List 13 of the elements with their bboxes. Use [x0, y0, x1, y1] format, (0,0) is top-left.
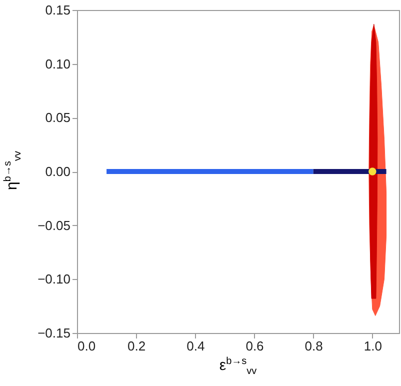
y-tick-label: −0.05: [38, 218, 70, 233]
x-tick-label: 1.0: [364, 338, 382, 354]
y-tick-label: 0.00: [45, 164, 70, 179]
x-tick-label: 0.2: [128, 338, 146, 354]
x-tick-label: 0.8: [304, 338, 323, 354]
x-tick-label: 0.4: [186, 338, 205, 354]
y-tick-label: 0.15: [45, 2, 70, 18]
y-tick-label: −0.10: [38, 272, 70, 287]
y-tick-label: −0.15: [38, 326, 70, 340]
x-tick-label: 0.6: [246, 338, 264, 354]
y-tick-label: 0.05: [45, 110, 70, 126]
y-tick-label: 0.10: [45, 56, 70, 72]
x-tick-label: 0.0: [78, 338, 96, 354]
